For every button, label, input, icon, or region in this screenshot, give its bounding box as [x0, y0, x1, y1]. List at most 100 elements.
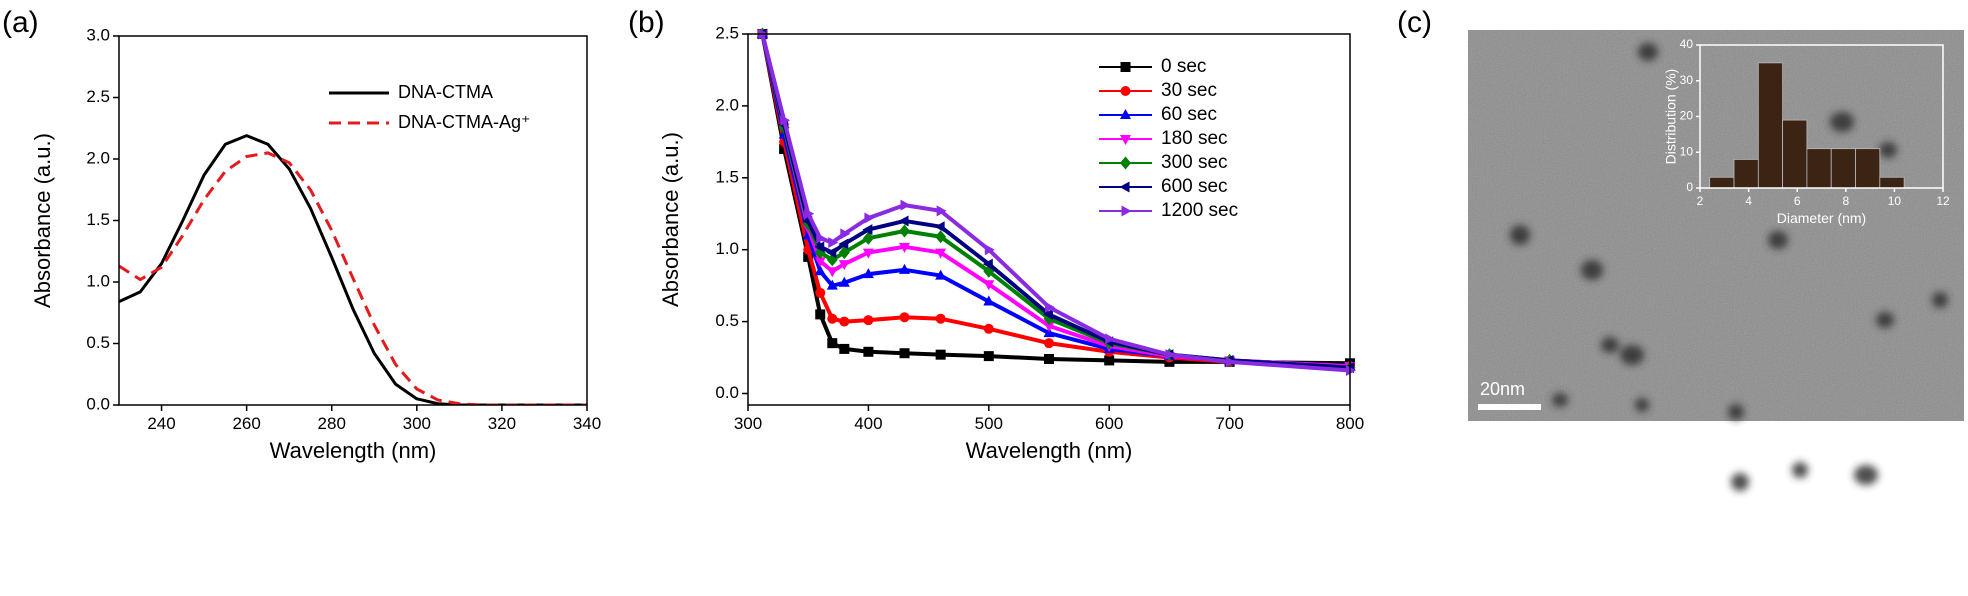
- marker: [827, 338, 838, 349]
- marker: [839, 316, 850, 327]
- marker: [934, 221, 945, 233]
- marker: [1104, 355, 1115, 366]
- marker: [814, 241, 825, 253]
- panel-label: (c): [1397, 6, 1432, 39]
- panel-label: (a): [2, 6, 39, 39]
- marker: [862, 268, 874, 279]
- marker: [814, 257, 826, 268]
- marker: [1346, 364, 1356, 376]
- marker: [1043, 321, 1055, 332]
- tem-image: [1468, 30, 1964, 491]
- marker: [899, 224, 911, 238]
- marker: [826, 267, 838, 278]
- legend-label: 180 sec: [1161, 128, 1228, 149]
- bar: [1709, 176, 1735, 189]
- marker: [983, 351, 994, 362]
- marker: [983, 295, 995, 306]
- x-tick-label: 240: [147, 414, 175, 433]
- marker: [863, 315, 874, 326]
- marker: [984, 244, 995, 256]
- y-tick-label: 0: [1686, 180, 1693, 194]
- plot-frame: [1699, 44, 1944, 189]
- marker: [862, 231, 874, 245]
- marker: [1120, 109, 1131, 119]
- marker: [935, 313, 946, 324]
- line: [119, 134, 587, 405]
- marker: [900, 199, 911, 211]
- legend-label: 30 sec: [1161, 80, 1217, 101]
- y-axis-label: Absorbance (a.u.): [30, 133, 55, 308]
- scale-bar-label: 20nm: [1480, 379, 1525, 399]
- x-tick-label: 300: [734, 414, 762, 433]
- marker: [826, 279, 838, 290]
- marker: [838, 276, 850, 287]
- marker: [983, 280, 995, 291]
- marker: [816, 232, 827, 244]
- y-axis-label: Distribution (%): [1663, 69, 1679, 165]
- marker: [838, 260, 850, 271]
- marker: [935, 349, 946, 360]
- x-tick-label: 10: [1888, 194, 1902, 208]
- marker: [1043, 308, 1053, 320]
- marker: [1044, 338, 1054, 349]
- y-tick-label: 1.0: [715, 239, 739, 258]
- marker: [815, 287, 826, 298]
- x-tick-label: 800: [1336, 414, 1364, 433]
- y-tick-label: 40: [1680, 37, 1694, 51]
- y-tick-label: 2.5: [86, 87, 110, 106]
- marker: [1043, 327, 1055, 338]
- marker: [838, 246, 850, 260]
- marker: [899, 263, 911, 274]
- x-tick-label: 340: [573, 414, 601, 433]
- marker: [838, 238, 849, 250]
- marker: [899, 312, 910, 323]
- marker: [839, 343, 850, 354]
- x-axis-label: Wavelength (nm): [966, 438, 1133, 463]
- legend-label: 60 sec: [1161, 104, 1217, 125]
- x-tick-label: 320: [488, 414, 516, 433]
- bar: [1733, 158, 1759, 189]
- x-tick-label: 500: [975, 414, 1003, 433]
- x-tick-label: 4: [1745, 194, 1752, 208]
- x-tick-label: 300: [403, 414, 431, 433]
- series: [760, 34, 1350, 370]
- marker: [1225, 356, 1236, 368]
- marker: [1165, 349, 1176, 361]
- x-tick-label: 2: [1697, 194, 1704, 208]
- y-tick-label: 0.5: [86, 333, 110, 352]
- marker: [862, 224, 873, 236]
- scale-bar: [1478, 404, 1541, 410]
- x-tick-label: 700: [1215, 414, 1243, 433]
- marker: [1044, 353, 1054, 364]
- line: [760, 34, 1350, 370]
- y-tick-label: 1.5: [715, 167, 739, 186]
- marker: [1121, 205, 1132, 217]
- y-tick-label: 0.5: [715, 311, 739, 330]
- marker: [899, 242, 911, 253]
- marker: [899, 348, 910, 359]
- marker: [935, 230, 947, 244]
- legend-label: 1200 sec: [1161, 200, 1238, 221]
- marker: [827, 313, 838, 324]
- x-axis-label: Wavelength (nm): [270, 438, 437, 463]
- y-tick-label: 30: [1680, 73, 1694, 87]
- marker: [862, 248, 874, 259]
- series: [119, 151, 587, 405]
- marker: [898, 215, 909, 227]
- marker: [1120, 86, 1131, 96]
- marker: [840, 228, 851, 240]
- line: [760, 34, 1350, 366]
- y-tick-label: 1.0: [86, 271, 110, 290]
- y-tick-label: 0.0: [86, 394, 110, 413]
- legend-label: DNA-CTMA-Ag⁺: [398, 112, 531, 132]
- marker: [1105, 333, 1116, 345]
- marker: [863, 346, 874, 357]
- series: [119, 134, 587, 405]
- marker: [864, 212, 875, 224]
- x-tick-label: 12: [1936, 194, 1950, 208]
- y-tick-label: 1.5: [86, 210, 110, 229]
- line: [119, 151, 587, 405]
- y-tick-label: 10: [1680, 144, 1694, 158]
- series: [760, 34, 1350, 366]
